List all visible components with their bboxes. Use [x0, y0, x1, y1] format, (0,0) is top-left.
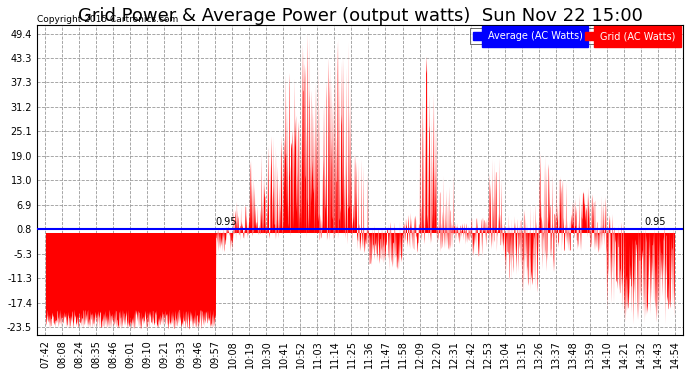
Title: Grid Power & Average Power (output watts)  Sun Nov 22 15:00: Grid Power & Average Power (output watts… — [77, 7, 642, 25]
Legend: Average (AC Watts), Grid (AC Watts): Average (AC Watts), Grid (AC Watts) — [470, 28, 678, 44]
Text: Copyright 2015 Cartronics.com: Copyright 2015 Cartronics.com — [37, 15, 178, 24]
Text: 0.95: 0.95 — [644, 217, 666, 228]
Text: 0.95: 0.95 — [215, 217, 237, 228]
